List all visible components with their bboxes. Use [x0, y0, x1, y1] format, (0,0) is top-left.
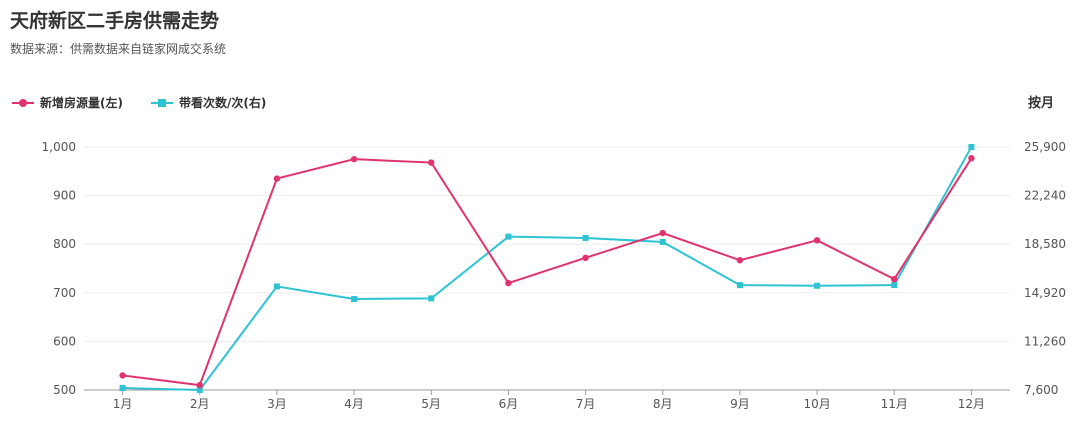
y-right-tick-label: 11,260	[1024, 334, 1066, 348]
legend: 新增房源量(左) 带看次数/次(右)	[12, 94, 266, 111]
y-left-tick-label: 900	[53, 189, 76, 203]
y-left-tick-label: 500	[53, 383, 76, 397]
y-left-tick-label: 800	[53, 237, 76, 251]
x-tick-label: 2月	[190, 397, 210, 411]
x-tick-label: 7月	[576, 397, 596, 411]
y-right-tick-label: 25,900	[1024, 140, 1066, 154]
chart-title: 天府新区二手房供需走势	[10, 10, 220, 32]
data-point-new-listings	[582, 254, 589, 262]
legend-item-viewings[interactable]: 带看次数/次(右)	[150, 94, 267, 111]
data-point-new-listings	[350, 155, 358, 163]
y-right-tick-label: 18,580	[1024, 237, 1066, 251]
data-point-new-listings	[813, 237, 821, 244]
y-left-tick-label: 1,000	[42, 140, 76, 154]
data-point-viewings	[582, 234, 589, 241]
y-right-tick-label: 14,920	[1024, 286, 1066, 300]
y-right-tick-label: 7,600	[1024, 383, 1058, 397]
legend-label-new-listings: 新增房源量(左)	[40, 96, 123, 110]
data-point-viewings	[891, 282, 898, 289]
x-tick-label: 12月	[958, 397, 985, 411]
data-point-new-listings	[891, 275, 898, 283]
data-point-new-listings	[273, 175, 281, 182]
data-point-viewings	[505, 233, 512, 240]
data-point-new-listings	[119, 372, 126, 379]
chart-subtitle: 数据来源：供需数据来自链家网成交系统	[10, 42, 227, 56]
x-tick-label: 10月	[803, 397, 830, 411]
series-line-new-listings	[122, 157, 973, 387]
data-point-viewings	[351, 296, 358, 303]
data-point-viewings	[736, 282, 743, 289]
x-tick-label: 11月	[881, 397, 908, 411]
x-tick-label: 9月	[730, 397, 750, 411]
data-point-new-listings	[428, 159, 435, 166]
data-point-viewings	[273, 283, 280, 290]
y-left-tick-label: 600	[53, 334, 76, 348]
data-point-viewings	[659, 238, 666, 245]
legend-item-new-listings[interactable]: 新增房源量(左)	[12, 94, 123, 111]
data-point-viewings	[968, 144, 975, 150]
data-point-new-listings	[968, 154, 975, 162]
x-tick-label: 6月	[499, 397, 519, 411]
data-point-viewings	[196, 387, 203, 393]
x-tick-label: 8月	[653, 397, 673, 411]
x-tick-label: 4月	[344, 397, 364, 411]
x-tick-label: 1月	[113, 397, 133, 411]
data-point-viewings	[119, 385, 126, 392]
data-point-viewings	[814, 282, 821, 289]
x-tick-label: 3月	[267, 397, 287, 411]
data-point-new-listings	[505, 279, 512, 287]
period-label: 按月	[1027, 96, 1054, 111]
y-left-tick-label: 700	[53, 286, 76, 300]
data-point-new-listings	[659, 229, 666, 237]
legend-line-circle-icon	[12, 98, 34, 107]
data-point-viewings	[428, 295, 435, 302]
x-tick-label: 5月	[421, 397, 441, 411]
y-right-tick-label: 22,240	[1024, 189, 1066, 203]
data-point-new-listings	[196, 381, 203, 389]
legend-line-square-icon	[150, 98, 173, 107]
data-point-new-listings	[736, 257, 744, 264]
series-line-viewings	[122, 146, 973, 392]
legend-label-viewings: 带看次数/次(右)	[178, 96, 267, 110]
